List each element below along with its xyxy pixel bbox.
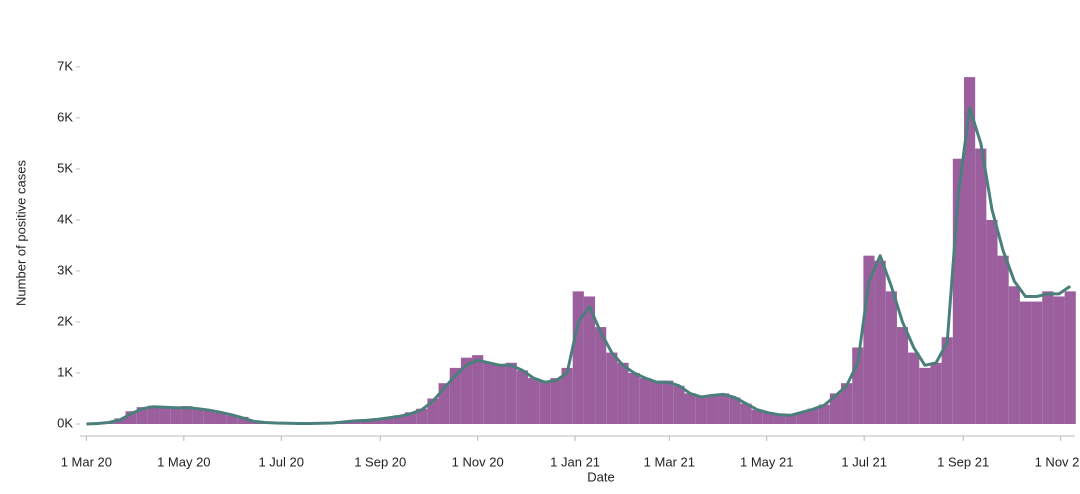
- bar: [147, 405, 160, 424]
- bar: [516, 370, 528, 424]
- bar: [1042, 291, 1054, 424]
- bar: [796, 412, 808, 424]
- bar: [1008, 286, 1020, 424]
- bar: [1019, 301, 1032, 424]
- bar: [964, 77, 976, 424]
- bar: [416, 408, 428, 424]
- y-tick-label: 1K: [57, 364, 73, 379]
- bar: [170, 407, 182, 424]
- bar: [807, 408, 819, 424]
- bar: [539, 380, 551, 424]
- bar: [405, 412, 417, 424]
- bar: [863, 255, 875, 424]
- y-tick-label: 2K: [57, 313, 73, 328]
- bar: [785, 415, 797, 424]
- bar: [1064, 291, 1076, 424]
- bar: [908, 352, 920, 424]
- x-tick-label: 1 Nov 20: [452, 454, 504, 469]
- y-tick-label: 5K: [57, 160, 73, 175]
- bar: [986, 219, 998, 424]
- bar: [684, 393, 696, 424]
- x-tick-label: 1 Sep 20: [354, 454, 406, 469]
- x-tick-label: 1 Mar 21: [644, 454, 695, 469]
- y-tick-label: 0K: [57, 415, 73, 430]
- x-tick-label: 1 Jul 21: [841, 454, 887, 469]
- bar: [595, 327, 607, 424]
- bar: [505, 362, 517, 424]
- bar: [382, 417, 394, 424]
- bar: [706, 394, 719, 424]
- bar: [203, 410, 215, 424]
- bar: [751, 409, 763, 424]
- x-tick-label: 1 Mar 20: [61, 454, 112, 469]
- bar: [673, 385, 685, 424]
- bar: [550, 378, 562, 424]
- bar: [773, 414, 786, 424]
- bar: [214, 412, 227, 424]
- bar: [829, 393, 842, 424]
- bar: [181, 406, 193, 424]
- bar: [606, 352, 618, 424]
- bar: [427, 398, 439, 424]
- y-tick-label: 3K: [57, 262, 73, 277]
- x-tick-label: 1 Nov 21: [1035, 454, 1080, 469]
- bar: [740, 403, 752, 424]
- bar: [483, 362, 495, 424]
- bar: [159, 407, 171, 424]
- bar: [583, 296, 596, 424]
- bar: [628, 372, 640, 424]
- bar: [952, 158, 965, 424]
- bar: [472, 355, 484, 424]
- bar: [639, 378, 651, 424]
- bar: [975, 148, 987, 424]
- bar: [695, 396, 707, 424]
- bar: [896, 327, 909, 424]
- bar: [393, 415, 406, 424]
- bar: [349, 420, 361, 424]
- x-tick-label: 1 Jan 21: [550, 454, 600, 469]
- y-tick-label: 7K: [57, 58, 73, 73]
- bar: [718, 393, 730, 424]
- bar: [561, 367, 573, 424]
- y-tick-label: 6K: [57, 109, 73, 124]
- bar: [192, 409, 204, 424]
- y-axis-title: Number of positive cases: [13, 160, 28, 306]
- bar: [527, 378, 540, 424]
- bar: [818, 404, 830, 424]
- bar: [662, 380, 674, 424]
- bar: [997, 255, 1009, 424]
- bar: [125, 411, 137, 424]
- bar: [762, 412, 774, 424]
- bar: [1053, 296, 1065, 424]
- bar: [941, 337, 953, 424]
- bar: [360, 420, 372, 424]
- bar: [874, 260, 886, 424]
- bar: [449, 367, 461, 424]
- bar: [930, 362, 942, 424]
- bar: [885, 291, 897, 424]
- bar: [226, 415, 238, 424]
- bar: [841, 383, 853, 424]
- bar: [650, 380, 663, 424]
- trend-line: [86, 106, 1072, 426]
- bar: [371, 418, 383, 424]
- y-tick-label: 4K: [57, 211, 73, 226]
- bar: [617, 362, 629, 424]
- bar: [494, 365, 506, 424]
- bar: [852, 347, 864, 424]
- x-axis-title: Date: [587, 469, 614, 484]
- x-tick-label: 1 Sep 21: [937, 454, 989, 469]
- x-tick-label: 1 May 21: [740, 454, 793, 469]
- bar: [136, 407, 148, 424]
- bar: [438, 383, 450, 424]
- bar: [1031, 301, 1043, 424]
- bar: [237, 416, 249, 424]
- x-tick-label: 1 May 20: [157, 454, 210, 469]
- bar: [919, 367, 931, 424]
- bar: [572, 291, 584, 424]
- bar: [460, 357, 473, 424]
- bar: [729, 397, 741, 424]
- x-tick-label: 1 Jul 20: [258, 454, 304, 469]
